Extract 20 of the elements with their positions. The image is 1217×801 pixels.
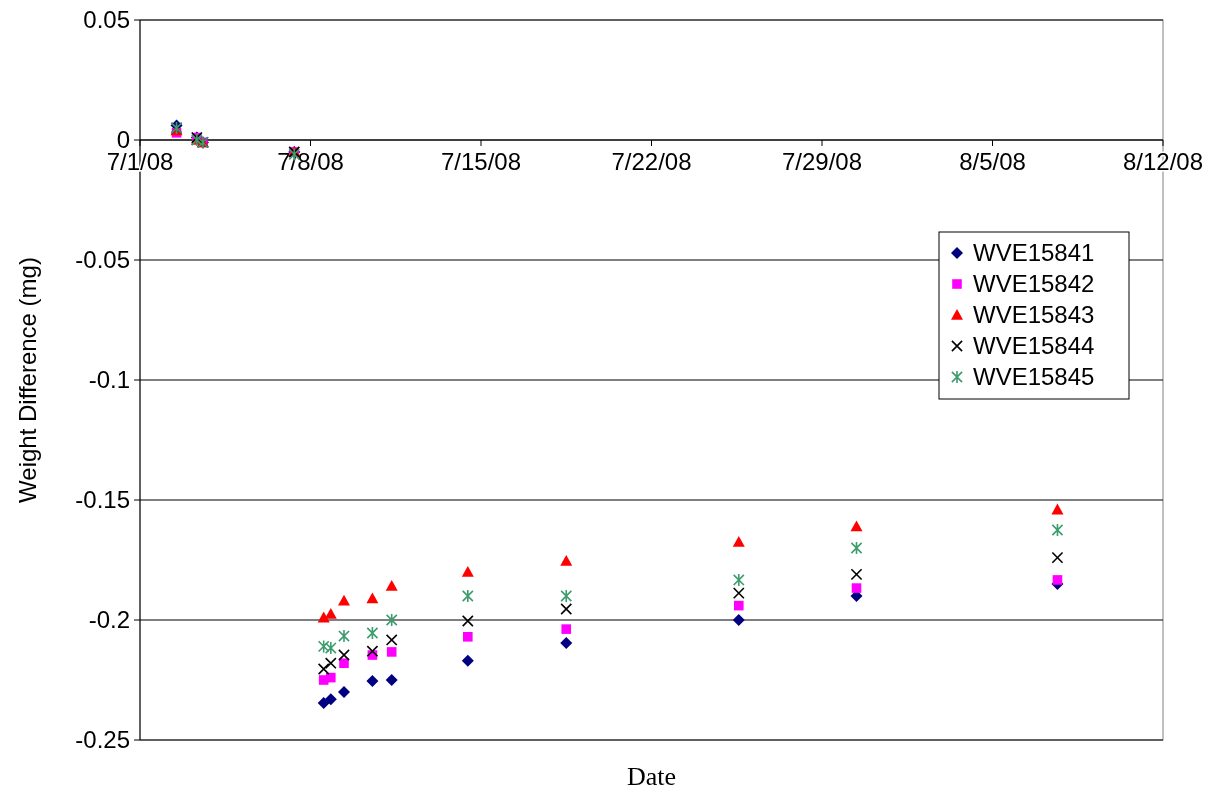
x-tick-label: 8/12/08 (1122, 148, 1204, 175)
y-tick-label: -0.25 (75, 726, 130, 754)
x-axis-title: Date (626, 762, 677, 791)
x-tick-label: 7/8/08 (277, 148, 344, 175)
y-axis-title: Weight Difference (mg) (14, 257, 41, 503)
x-tick-label: 7/22/08 (611, 148, 692, 175)
legend-label: WVE15845 (973, 363, 1095, 391)
x-tick-label: 7/15/08 (440, 148, 522, 175)
x-tick-label: 8/5/08 (959, 148, 1026, 175)
y-tick-label: -0.1 (88, 366, 130, 394)
y-tick-label: 0.05 (83, 6, 130, 34)
legend-label: WVE15842 (973, 270, 1095, 298)
y-tick-label: 0 (116, 126, 130, 154)
y-tick-label: -0.05 (75, 246, 130, 274)
y-tick-label: -0.2 (88, 606, 130, 634)
legend-label: WVE15844 (973, 332, 1095, 360)
x-tick-label: 7/29/08 (781, 148, 863, 175)
legend-label: WVE15843 (973, 301, 1095, 329)
legend-label: WVE15841 (973, 239, 1095, 267)
y-tick-label: -0.15 (75, 486, 130, 514)
